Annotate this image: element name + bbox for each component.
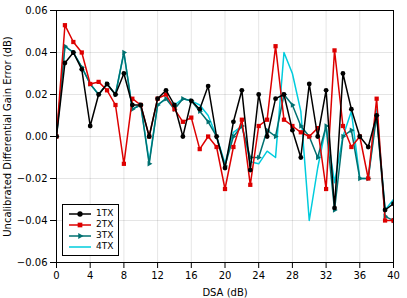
svg-text:0.00: 0.00	[25, 131, 47, 142]
svg-text:0: 0	[53, 270, 59, 281]
svg-text:28: 28	[286, 270, 299, 281]
svg-text:−0.04: −0.04	[17, 215, 48, 226]
svg-text:16: 16	[185, 270, 198, 281]
svg-text:−0.06: −0.06	[17, 257, 48, 268]
html-text:3TX: 3TX	[96, 230, 114, 240]
svg-text:Uncalibrated Differential Gain: Uncalibrated Differential Gain Error (dB…	[2, 36, 13, 237]
html-text:1TX: 1TX	[96, 208, 114, 218]
svg-text:0.02: 0.02	[25, 89, 47, 100]
svg-text:32: 32	[320, 270, 333, 281]
svg-text:0.04: 0.04	[25, 47, 47, 58]
svg-text:−0.02: −0.02	[17, 173, 48, 184]
svg-text:DSA (dB): DSA (dB)	[202, 287, 247, 298]
svg-text:8: 8	[121, 270, 127, 281]
html-text:2TX: 2TX	[96, 219, 114, 229]
svg-text:24: 24	[252, 270, 265, 281]
html-text:4TX: 4TX	[96, 241, 114, 251]
svg-text:12: 12	[151, 270, 164, 281]
svg-text:4: 4	[87, 270, 93, 281]
svg-text:40: 40	[387, 270, 400, 281]
svg-text:36: 36	[353, 270, 366, 281]
svg-text:0.06: 0.06	[25, 5, 47, 16]
svg-text:20: 20	[219, 270, 232, 281]
